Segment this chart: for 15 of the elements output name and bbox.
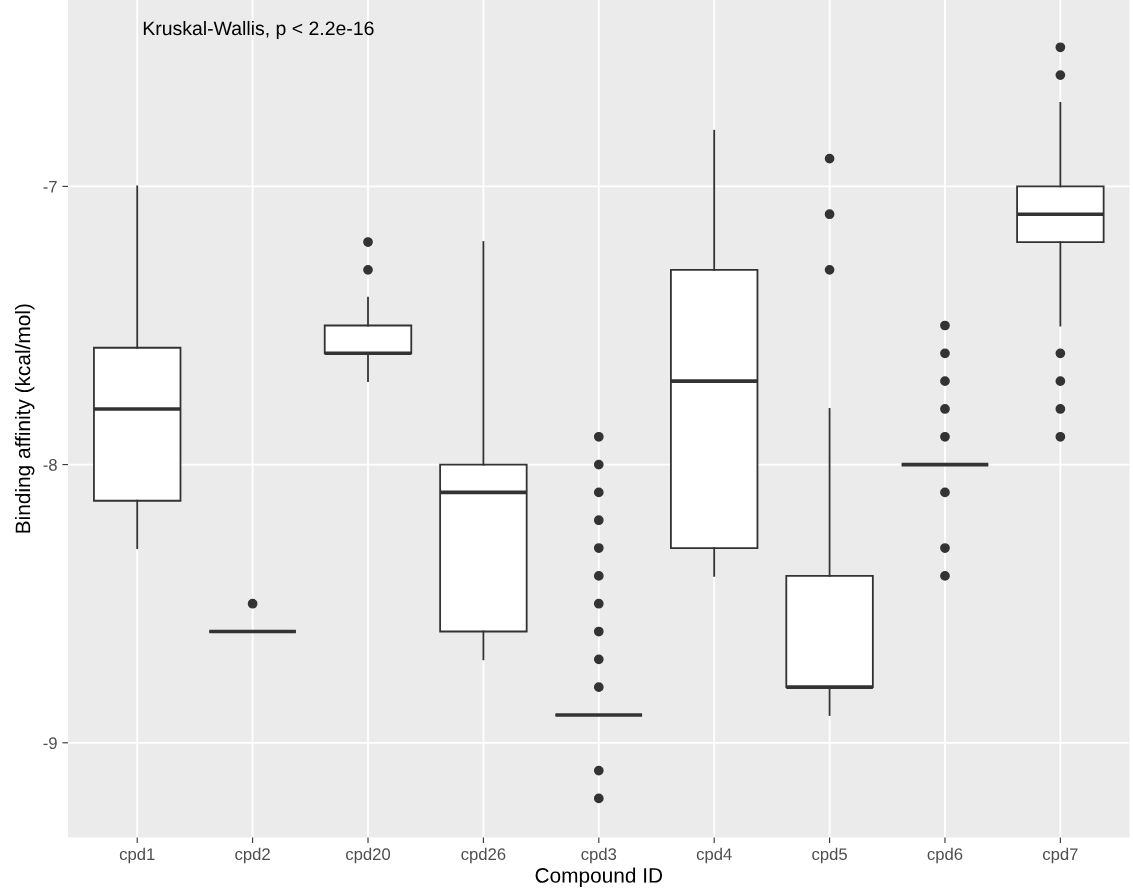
y-tick-label: -8 <box>43 459 57 471</box>
x-tick-label: cpd3 <box>581 847 617 864</box>
x-tick-label: cpd5 <box>812 847 847 864</box>
x-tick-label: cpd20 <box>346 847 391 864</box>
x-tick-label: cpd4 <box>696 847 732 864</box>
x-tick-label: cpd2 <box>235 847 270 864</box>
x-axis-title: Compound ID <box>535 867 663 887</box>
x-tick-label: cpd1 <box>119 847 155 864</box>
annotation: Kruskal-Wallis, p < 2.2e-16 <box>143 20 374 40</box>
y-tick-label: -9 <box>43 737 57 749</box>
x-tick-label: cpd26 <box>461 847 506 864</box>
y-axis-title: Binding affinity (kcal/mol) <box>14 304 35 533</box>
y-tick-label: -7 <box>43 180 57 193</box>
x-tick-label: cpd7 <box>1043 847 1078 864</box>
x-tick-label: cpd6 <box>927 847 963 864</box>
